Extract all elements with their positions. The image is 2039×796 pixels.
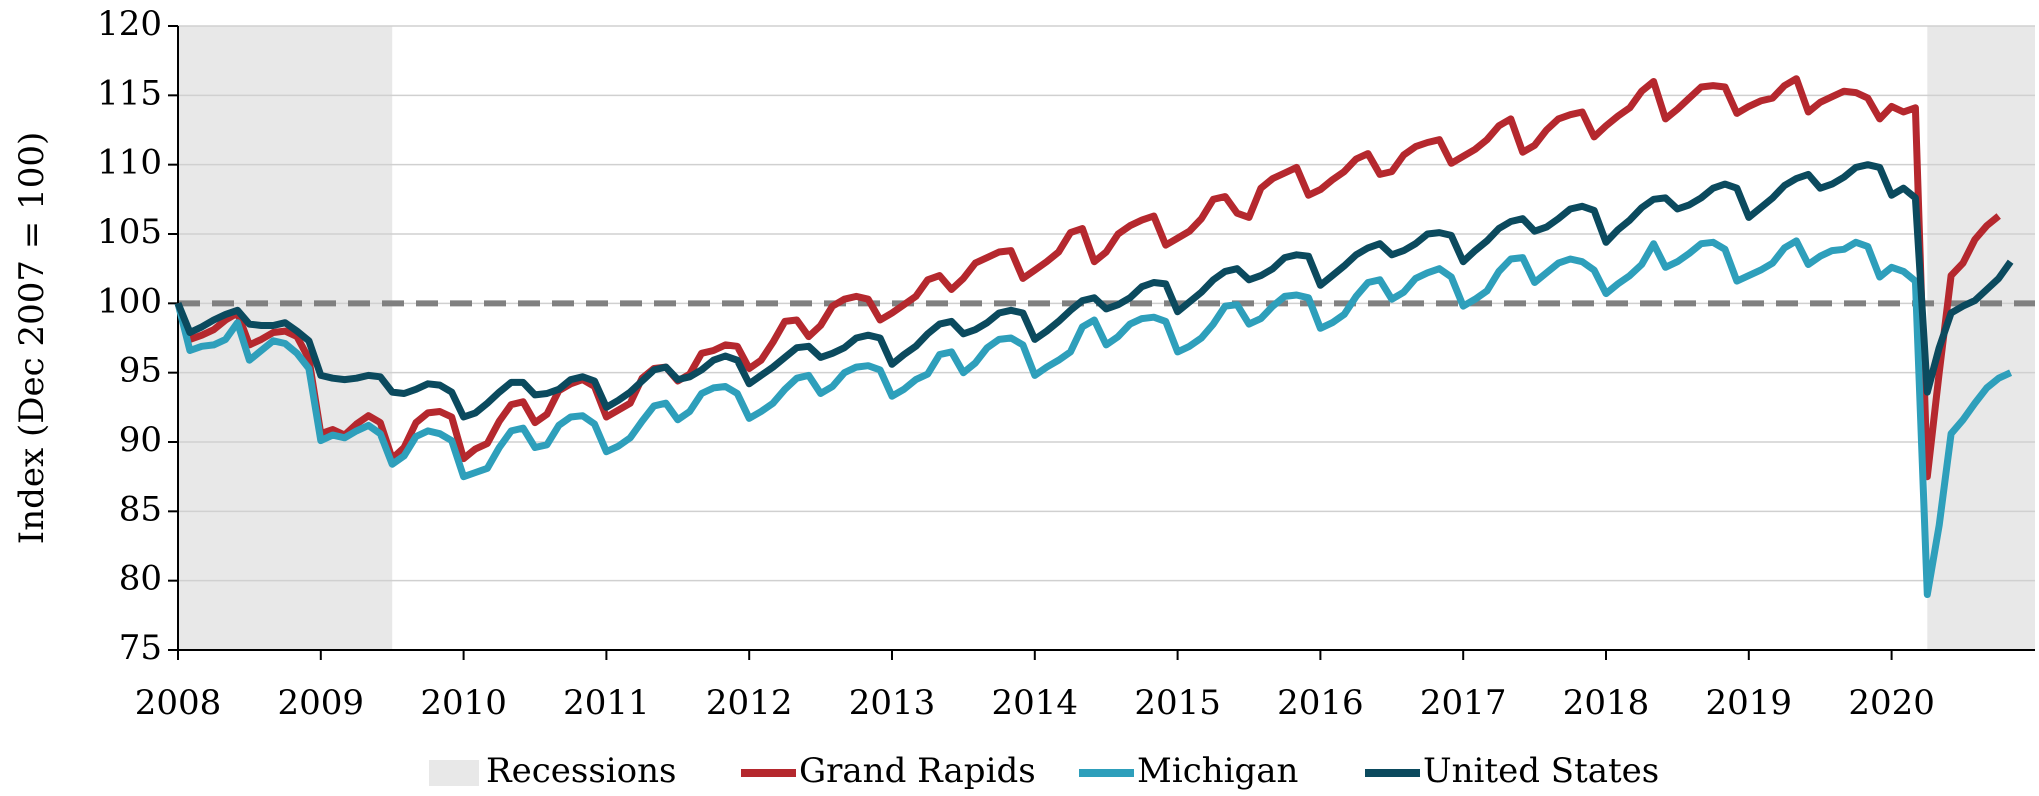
x-tick-label: 2013 xyxy=(849,683,936,723)
y-tick-label: 90 xyxy=(119,420,162,460)
x-tick-label: 2009 xyxy=(278,683,365,723)
x-tick-label: 2020 xyxy=(1848,683,1935,723)
legend-label: Michigan xyxy=(1137,751,1298,791)
legend-label: United States xyxy=(1423,751,1659,791)
x-tick-label: 2017 xyxy=(1420,683,1507,723)
series-line xyxy=(174,161,2014,421)
legend-label: Recessions xyxy=(486,751,676,791)
y-tick-label: 115 xyxy=(97,73,162,113)
x-tick-label: 2010 xyxy=(420,683,507,723)
y-tick-label: 80 xyxy=(119,559,162,599)
x-tick-label: 2015 xyxy=(1134,683,1221,723)
y-tick-label: 110 xyxy=(97,143,162,183)
x-tick-label: 2012 xyxy=(706,683,793,723)
legend-label: Grand Rapids xyxy=(799,751,1036,791)
series-line xyxy=(174,75,2001,481)
legend-swatch xyxy=(429,760,479,786)
x-tick-label: 2019 xyxy=(1706,683,1793,723)
y-tick-label: 100 xyxy=(97,281,162,321)
x-tick-label: 2018 xyxy=(1563,683,1650,723)
x-tick-label: 2016 xyxy=(1277,683,1364,723)
recession-band xyxy=(178,26,393,650)
x-tick-label: 2014 xyxy=(992,683,1079,723)
y-tick-label: 120 xyxy=(97,4,162,44)
series-line xyxy=(174,237,2013,598)
y-tick-label: 105 xyxy=(97,212,162,252)
x-tick-label: 2008 xyxy=(135,683,222,723)
y-tick-label: 95 xyxy=(119,351,162,391)
y-tick-label: 75 xyxy=(119,628,162,668)
x-tick-label: 2011 xyxy=(563,683,650,723)
y-tick-label: 85 xyxy=(119,489,162,529)
y-axis-label: Index (Dec 2007 = 100) xyxy=(12,132,52,544)
